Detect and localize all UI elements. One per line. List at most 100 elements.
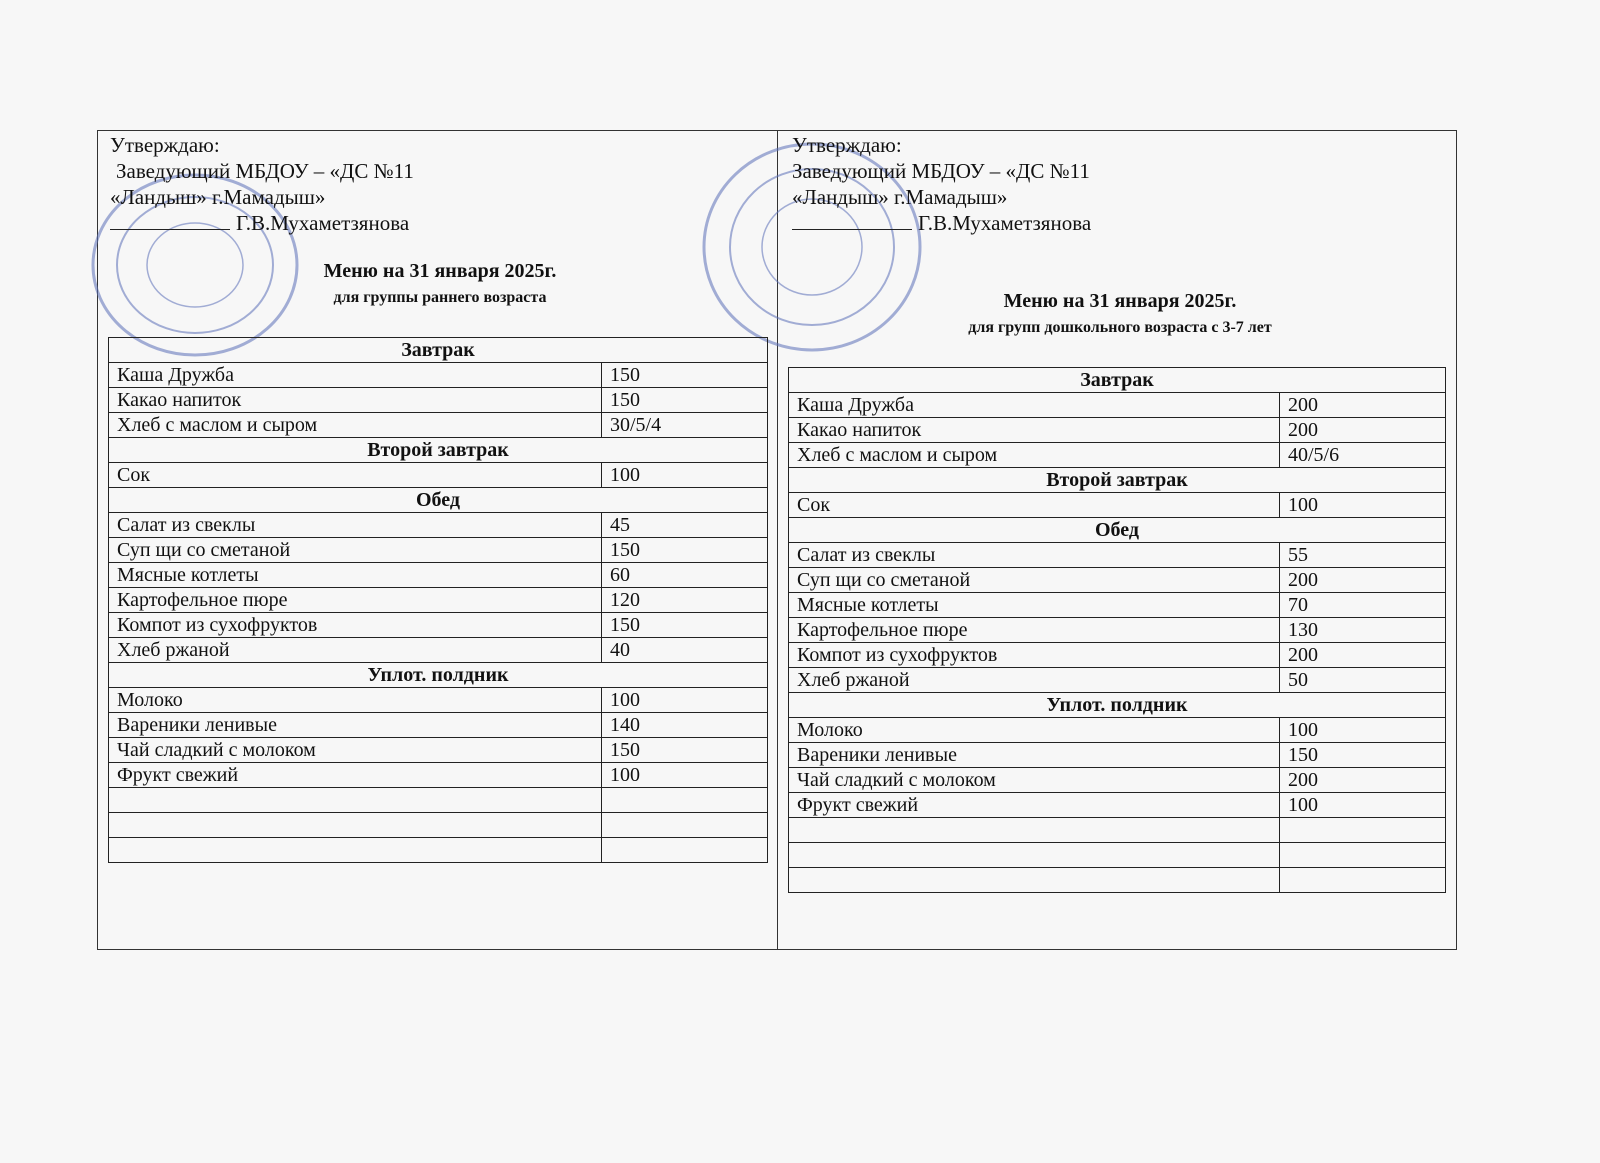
dish-name: Суп щи со сметаной	[108, 537, 602, 563]
section-header-row: Уплот. полдник	[788, 692, 1446, 718]
menu-group: для группы раннего возраста	[333, 289, 547, 306]
dish-row: Хлеб с маслом и сыром 30/5/4	[108, 412, 768, 438]
menu-title-right: Меню на 31 января 2025г. для групп дошко…	[900, 290, 1340, 337]
approval-heading: Утверждаю:	[792, 133, 902, 157]
dish-row: Какао напиток 200	[788, 417, 1446, 443]
dish-row	[788, 842, 1446, 868]
dish-row: Вареники ленивые 150	[788, 742, 1446, 768]
approver-name: Г.В.Мухаметзянова	[918, 211, 1092, 235]
dish-name	[108, 787, 602, 813]
section-title: Завтрак	[108, 337, 768, 363]
signature-line	[792, 211, 912, 230]
dish-name	[788, 842, 1280, 868]
section-title: Завтрак	[788, 367, 1446, 393]
dish-row: Вареники ленивые 140	[108, 712, 768, 738]
menu-group: для групп дошкольного возраста с 3-7 лет	[968, 319, 1272, 336]
dish-row: Хлеб с маслом и сыром 40/5/6	[788, 442, 1446, 468]
signature-line	[110, 211, 230, 230]
dish-name: Мясные котлеты	[108, 562, 602, 588]
menu-table-right: Завтрак Каша Дружба 200 Какао напиток 200 Хле…	[788, 367, 1446, 893]
dish-row: Чай сладкий с молоком 200	[788, 767, 1446, 793]
dish-name: Сок	[788, 492, 1280, 518]
dish-amount: 40/5/6	[1279, 442, 1446, 468]
dish-row: Салат из свеклы 55	[788, 542, 1446, 568]
section-header-row: Завтрак	[108, 337, 768, 363]
approval-org: «Ландыш» г.Мамадыш»	[792, 185, 1008, 209]
dish-row	[788, 867, 1446, 893]
dish-row	[108, 787, 768, 813]
menu-title-left: Меню на 31 января 2025г. для группы ранн…	[290, 260, 590, 307]
dish-name: Компот из сухофруктов	[788, 642, 1280, 668]
column-divider	[777, 130, 778, 950]
dish-amount: 55	[1279, 542, 1446, 568]
dish-amount: 200	[1279, 417, 1446, 443]
dish-name: Хлеб с маслом и сыром	[108, 412, 602, 438]
dish-name: Какао напиток	[108, 387, 602, 413]
dish-name: Суп щи со сметаной	[788, 567, 1280, 593]
dish-row: Молоко 100	[788, 717, 1446, 743]
section-title: Обед	[108, 487, 768, 513]
dish-amount: 200	[1279, 642, 1446, 668]
dish-name	[108, 837, 602, 863]
dish-amount: 50	[1279, 667, 1446, 693]
approval-position: Заведующий МБДОУ – «ДС №11	[792, 159, 1090, 183]
section-header-row: Обед	[788, 517, 1446, 543]
dish-amount: 100	[1279, 792, 1446, 818]
dish-amount: 100	[601, 687, 768, 713]
dish-row: Какао напиток 150	[108, 387, 768, 413]
section-title: Обед	[788, 517, 1446, 543]
dish-name: Картофельное пюре	[108, 587, 602, 613]
approval-heading: Утверждаю:	[110, 133, 220, 157]
dish-amount: 150	[601, 362, 768, 388]
section-title: Уплот. полдник	[788, 692, 1446, 718]
dish-amount: 100	[1279, 492, 1446, 518]
approver-name: Г.В.Мухаметзянова	[236, 211, 410, 235]
approval-position: Заведующий МБДОУ – «ДС №11	[116, 159, 414, 183]
approval-block-right: Утверждаю: Заведующий МБДОУ – «ДС №11 «Л…	[792, 132, 1091, 236]
dish-row: Хлеб ржаной 40	[108, 637, 768, 663]
menu-date: Меню на 31 января 2025г.	[1003, 290, 1237, 312]
dish-row: Компот из сухофруктов 150	[108, 612, 768, 638]
dish-row: Молоко 100	[108, 687, 768, 713]
dish-amount: 150	[1279, 742, 1446, 768]
dish-row: Хлеб ржаной 50	[788, 667, 1446, 693]
dish-amount: 140	[601, 712, 768, 738]
dish-row	[108, 837, 768, 863]
dish-name: Хлеб ржаной	[788, 667, 1280, 693]
dish-name: Молоко	[788, 717, 1280, 743]
dish-name: Вареники ленивые	[108, 712, 602, 738]
official-stamp-right	[702, 142, 922, 352]
dish-name: Хлеб с маслом и сыром	[788, 442, 1280, 468]
dish-amount	[601, 787, 768, 813]
section-header-row: Второй завтрак	[108, 437, 768, 463]
official-stamp-left	[91, 173, 299, 357]
dish-amount: 200	[1279, 567, 1446, 593]
dish-amount: 150	[601, 737, 768, 763]
menu-table-left: Завтрак Каша Дружба 150 Какао напиток 150 Хле…	[108, 337, 768, 863]
section-header-row: Обед	[108, 487, 768, 513]
dish-amount: 120	[601, 587, 768, 613]
dish-name: Картофельное пюре	[788, 617, 1280, 643]
dish-name: Какао напиток	[788, 417, 1280, 443]
dish-row: Чай сладкий с молоком 150	[108, 737, 768, 763]
dish-amount: 200	[1279, 392, 1446, 418]
dish-name: Компот из сухофруктов	[108, 612, 602, 638]
dish-amount	[601, 812, 768, 838]
dish-amount: 30/5/4	[601, 412, 768, 438]
dish-amount	[1279, 842, 1446, 868]
dish-name: Каша Дружба	[788, 392, 1280, 418]
dish-name	[788, 817, 1280, 843]
dish-row: Мясные котлеты 60	[108, 562, 768, 588]
dish-name: Чай сладкий с молоком	[108, 737, 602, 763]
dish-name	[788, 867, 1280, 893]
approval-org: «Ландыш» г.Мамадыш»	[110, 185, 326, 209]
dish-name: Чай сладкий с молоком	[788, 767, 1280, 793]
dish-name: Салат из свеклы	[788, 542, 1280, 568]
section-title: Второй завтрак	[788, 467, 1446, 493]
dish-amount: 150	[601, 537, 768, 563]
dish-amount: 130	[1279, 617, 1446, 643]
dish-row: Фрукт свежий 100	[108, 762, 768, 788]
dish-row: Сок 100	[108, 462, 768, 488]
dish-name: Вареники ленивые	[788, 742, 1280, 768]
